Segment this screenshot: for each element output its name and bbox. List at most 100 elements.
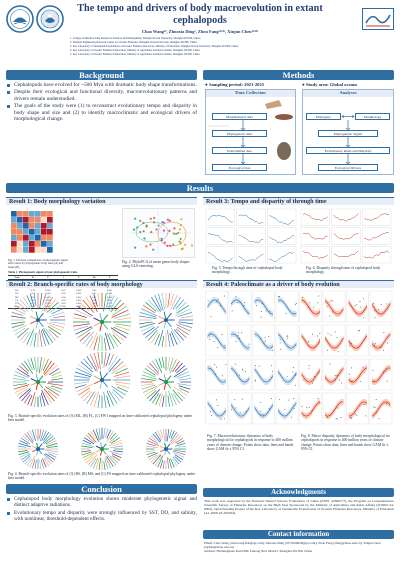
- heatmap-cell: [41, 235, 47, 241]
- background-list: Cephalopods have evolved for ~500 Mya wi…: [6, 82, 197, 123]
- tree-branch: [115, 368, 128, 375]
- climate-ci-band: [325, 334, 344, 352]
- mini-series-line: [364, 250, 390, 259]
- climate-gam-line: [207, 402, 227, 417]
- table1-cell: 5.02: [92, 289, 97, 293]
- climate-data-point: [223, 344, 225, 346]
- analyses-heading: Analyses: [303, 90, 393, 97]
- tree-branch: [149, 389, 160, 402]
- tree-branch: [78, 387, 90, 396]
- heatmap-cell: [17, 247, 23, 253]
- tree-branch: [87, 454, 98, 466]
- climate-ci-band: [301, 296, 320, 318]
- tree-branch: [30, 392, 36, 407]
- climate-data-point: [285, 312, 287, 314]
- climate-data-point: [242, 369, 244, 371]
- tree-branch: [176, 365, 186, 374]
- mini-panel: [362, 208, 392, 226]
- tree-branch: [95, 428, 100, 441]
- climate-data-point: [223, 418, 225, 420]
- tree-branch: [173, 450, 186, 455]
- tree-branch: [44, 453, 56, 461]
- tree-branch: [86, 297, 95, 311]
- tree-branch: [16, 388, 28, 396]
- climate-data-point: [238, 374, 240, 376]
- pca-point: [168, 219, 171, 222]
- tree-branch: [76, 368, 93, 376]
- tree-branch: [18, 388, 31, 399]
- tree-root: [100, 378, 104, 382]
- climate-gam-line: [324, 401, 344, 417]
- pca-point: [145, 245, 148, 248]
- tree-branch: [11, 315, 26, 319]
- table1-cell: 0.001: [45, 289, 51, 293]
- result4-heading: Result 4: Paleoclimate as a driver of bo…: [203, 280, 394, 288]
- climate-data-point: [217, 405, 219, 407]
- table1-cell: 0.001: [76, 301, 82, 305]
- climate-data-point: [293, 398, 295, 400]
- climate-data-point: [356, 414, 358, 416]
- tree-branch: [108, 354, 114, 366]
- table1-col-header: P: [39, 274, 57, 281]
- tree-branch: [161, 293, 165, 311]
- tree-branch: [20, 437, 31, 445]
- tree-branch: [84, 452, 96, 461]
- climate-data-point: [348, 373, 350, 375]
- tree-branch: [11, 312, 23, 316]
- tree-branch: [162, 357, 165, 369]
- climate-data-point: [386, 303, 388, 305]
- tree-branch: [74, 381, 90, 385]
- pca-point: [190, 244, 194, 247]
- tree-branch: [146, 443, 156, 447]
- tree-branch: [43, 297, 53, 312]
- climate-data-point: [356, 304, 358, 306]
- tree-branch: [97, 352, 101, 370]
- climate-panel: [275, 324, 299, 357]
- tree-branch: [115, 375, 130, 379]
- mini-series-line: [238, 214, 264, 225]
- tree-branch: [141, 308, 158, 317]
- tree-branch: [106, 455, 114, 467]
- tree-branch: [106, 429, 112, 439]
- tree-branch: [48, 386, 61, 393]
- tree-branch: [150, 453, 161, 463]
- tree-branch: [13, 384, 30, 390]
- tree-branch: [139, 312, 157, 318]
- tree-branch: [44, 365, 58, 377]
- climate-data-point: [354, 413, 356, 415]
- tree-branch: [43, 391, 52, 404]
- mini-series-line: [207, 215, 233, 223]
- climate-data-point: [354, 305, 356, 307]
- tree-branch: [81, 451, 92, 456]
- university-seal-logo: [6, 5, 34, 33]
- tree-branch: [73, 317, 86, 320]
- tree-branch: [21, 362, 30, 372]
- tree-branch: [103, 428, 106, 439]
- climate-data-point: [363, 403, 365, 405]
- tree-branch: [49, 324, 63, 332]
- tree-branch: [43, 388, 55, 402]
- mini-panel: [331, 246, 361, 264]
- tree-branch: [147, 452, 159, 458]
- tree-branch: [106, 431, 114, 442]
- tree-branch: [44, 456, 52, 465]
- climate-data-point: [332, 311, 334, 313]
- heatmap-cell: [11, 241, 17, 247]
- tree-branch: [171, 393, 177, 405]
- climate-panel: [346, 358, 369, 391]
- phylogeny-trees-bottom: [17, 427, 187, 471]
- tree-branch: [178, 321, 193, 325]
- tree-branch: [13, 378, 30, 382]
- tree-branch: [42, 359, 49, 371]
- climate-data-point: [374, 317, 376, 319]
- tree-branch: [172, 456, 180, 465]
- tree-branch: [22, 455, 31, 463]
- mini-series-line: [364, 212, 390, 221]
- pca-point: [134, 246, 137, 249]
- climate-data-point: [293, 313, 295, 315]
- heatmap-cell: [29, 235, 35, 241]
- climate-gam-line: [207, 333, 227, 349]
- tree-branch: [175, 437, 184, 444]
- tree-branch: [83, 358, 93, 370]
- tree-branch: [168, 390, 174, 407]
